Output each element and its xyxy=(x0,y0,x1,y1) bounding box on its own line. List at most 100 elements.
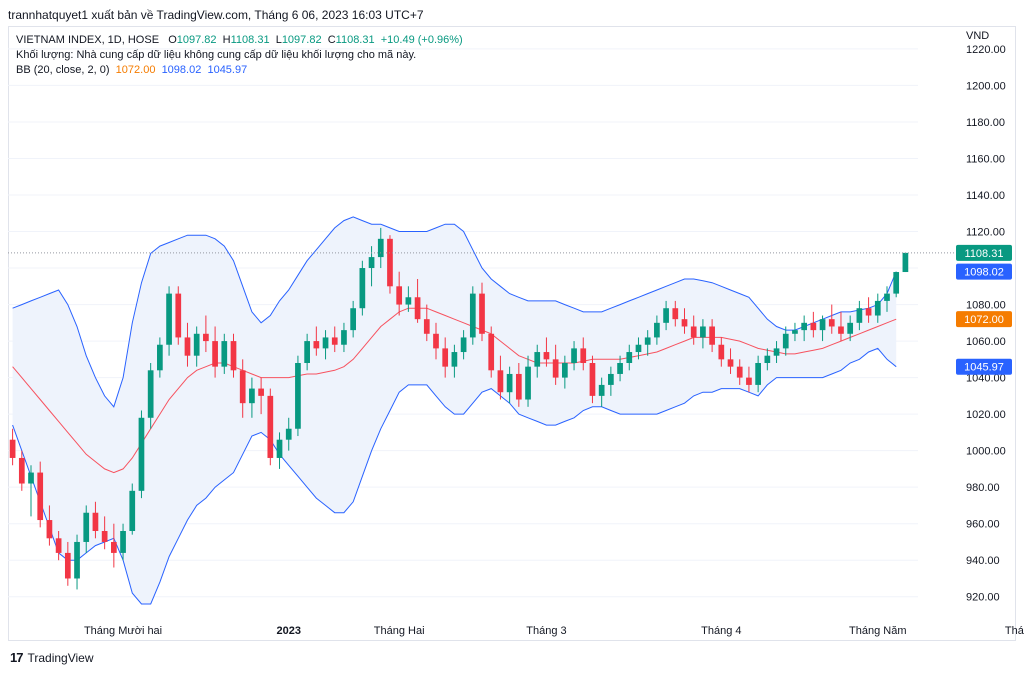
candle-body xyxy=(433,333,439,349)
candles xyxy=(9,227,909,590)
candle-body xyxy=(276,439,283,458)
price-badge-label: 1045.97 xyxy=(964,362,1004,374)
x-tick-label: Tháng Năm xyxy=(849,625,906,637)
open-value: 1097.82 xyxy=(176,34,217,46)
candle-body xyxy=(755,363,761,385)
candle-body xyxy=(893,272,900,294)
price-badge-label: 1108.31 xyxy=(965,248,1004,260)
y-tick-label: 1160.00 xyxy=(966,153,1005,165)
footer-branding[interactable]: 17 TradingView xyxy=(10,650,94,665)
currency-label: VND xyxy=(966,30,989,42)
candle-body xyxy=(764,355,771,363)
candle-body xyxy=(654,322,660,338)
x-tick-label: 2023 xyxy=(276,625,300,637)
candle-body xyxy=(267,395,274,458)
chart-frame xyxy=(8,26,1016,641)
candle-body xyxy=(515,373,522,400)
candle-body xyxy=(414,297,421,320)
candle-body xyxy=(64,552,71,579)
candle-body xyxy=(101,531,108,542)
bb-lower-value: 1045.97 xyxy=(207,64,248,76)
candle-body xyxy=(681,319,688,327)
candle-body xyxy=(331,337,338,345)
candle-body xyxy=(249,388,255,404)
candle-body xyxy=(589,363,596,396)
candle-body xyxy=(368,257,375,269)
close-label: C xyxy=(327,34,336,46)
candle-body xyxy=(120,531,126,553)
tradingview-logo-icon: 17 xyxy=(10,650,24,665)
candle-body xyxy=(847,322,854,334)
bb-basis-value: 1072.00 xyxy=(115,64,156,76)
candle-body xyxy=(469,293,476,338)
y-tick-label: 1080.00 xyxy=(966,300,1006,312)
candle-body xyxy=(18,457,25,484)
candle-body xyxy=(37,472,44,521)
candle-body xyxy=(838,326,844,334)
candle-body xyxy=(147,370,154,418)
candle-body xyxy=(727,359,734,367)
candle-body xyxy=(313,341,320,349)
candle-body xyxy=(230,341,237,371)
candle-body xyxy=(442,348,449,367)
y-tick-label: 1060.00 xyxy=(966,336,1006,348)
candle-body xyxy=(718,344,725,360)
publisher-line: trannhatquyet1 xuất bản về TradingView.c… xyxy=(8,8,424,22)
bb-upper-value: 1098.02 xyxy=(161,64,202,76)
candle-body xyxy=(9,439,16,458)
bb-upper-line xyxy=(12,216,897,408)
candle-body xyxy=(773,348,780,356)
candle-body xyxy=(856,308,863,323)
candle-body xyxy=(350,308,357,331)
candle-body xyxy=(184,337,191,356)
candle-body xyxy=(396,286,403,305)
candle-body xyxy=(387,238,393,287)
candle-body xyxy=(175,293,182,338)
symbol-label: VIETNAM INDEX, 1D, HOSE xyxy=(16,34,160,46)
change-value: +10.49 (+0.96%) xyxy=(380,34,463,46)
candle-body xyxy=(258,388,264,396)
candle-body xyxy=(460,337,467,353)
candle-body xyxy=(736,366,743,378)
candle-body xyxy=(359,268,366,309)
low-label: L xyxy=(275,34,282,46)
y-tick-label: 1040.00 xyxy=(966,373,1006,385)
candle-body xyxy=(55,538,62,553)
candle-body xyxy=(92,512,99,531)
candle-body xyxy=(193,333,200,356)
candle-body xyxy=(488,333,495,371)
candle-body xyxy=(552,359,559,378)
candle-body xyxy=(479,293,485,334)
candle-body xyxy=(295,363,301,429)
candle-body xyxy=(828,319,835,327)
candle-body xyxy=(46,520,53,539)
candle-body xyxy=(83,512,90,542)
low-value: 1097.82 xyxy=(281,34,322,46)
candle-body xyxy=(635,344,642,353)
x-tick-label: Tháng Hai xyxy=(374,625,425,637)
price-badge-label: 1072.00 xyxy=(964,314,1004,326)
x-tick-label: Tháng Mười hai xyxy=(84,625,162,637)
y-tick-label: 1140.00 xyxy=(966,190,1005,202)
volume-note: Khối lượng: Nhà cung cấp dữ liệu không c… xyxy=(16,49,417,61)
y-tick-label: 1000.00 xyxy=(966,446,1006,458)
candle-body xyxy=(322,337,329,349)
brand-name: TradingView xyxy=(27,650,94,665)
bb-label: BB (20, close, 2, 0) xyxy=(16,64,110,76)
candle-body xyxy=(561,363,568,378)
candle-body xyxy=(819,319,826,331)
candle-body xyxy=(534,352,541,367)
band-area xyxy=(12,216,897,604)
candle-body xyxy=(543,352,550,360)
chart-legend: VIETNAM INDEX, 1D, HOSE O1097.82 H1108.3… xyxy=(16,33,463,78)
candle-body xyxy=(74,541,80,579)
candle-body xyxy=(129,490,136,531)
candle-body xyxy=(746,377,752,385)
bb-basis-line xyxy=(12,307,897,474)
x-tick-label: Tháng 6 xyxy=(1005,625,1024,637)
candle-body xyxy=(239,370,246,404)
candle-body xyxy=(884,293,890,301)
price-badges: 1108.31 1098.02 1072.00 1045.97 xyxy=(956,244,1012,375)
candle-body xyxy=(138,417,145,491)
